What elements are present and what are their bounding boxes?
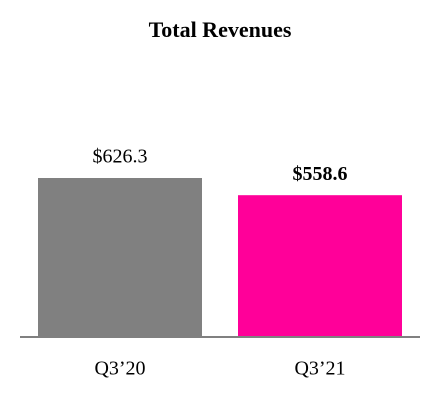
chart-title: Total Revenues [149, 17, 292, 42]
value-label: $626.3 [93, 146, 148, 168]
bar [38, 178, 202, 337]
bar [238, 195, 402, 337]
value-label: $558.6 [293, 163, 348, 185]
x-tick-label: Q3’21 [294, 358, 345, 380]
x-tick-label: Q3’20 [94, 358, 145, 380]
